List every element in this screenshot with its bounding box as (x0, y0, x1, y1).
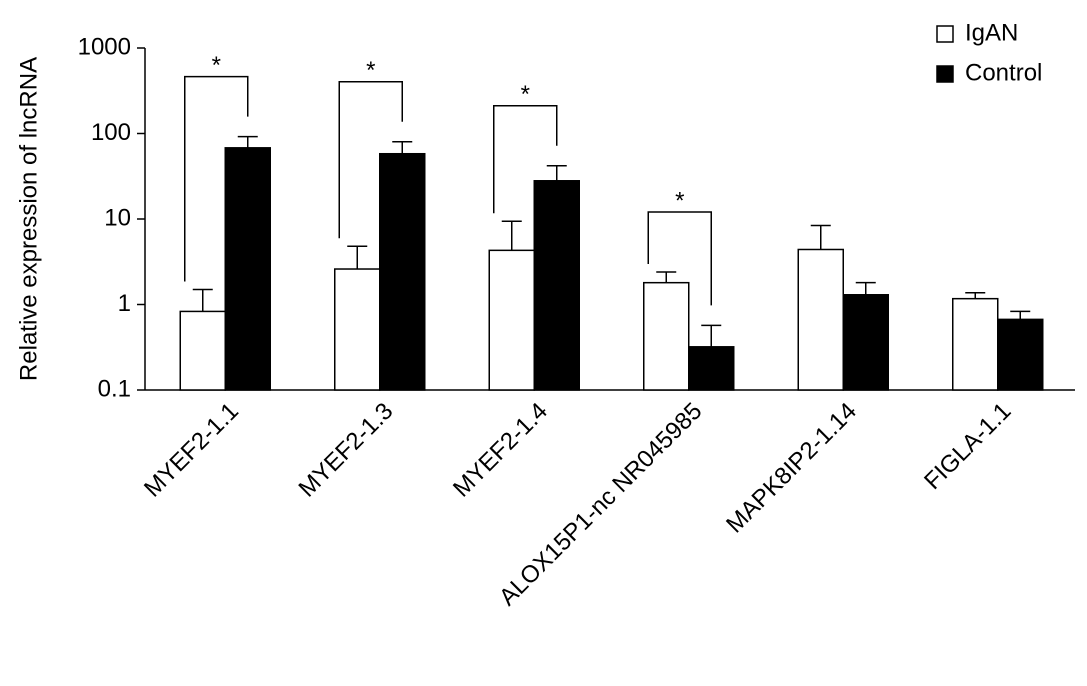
significance-bracket (647, 211, 712, 306)
x-tick-label: MYEF2-1.1 (139, 398, 244, 503)
y-tick-label: 100 (91, 119, 131, 146)
bar (997, 318, 1044, 391)
y-axis-label: Relative expression of lncRNA (15, 57, 42, 381)
significance-label: * (366, 57, 375, 84)
significance-label: * (675, 187, 684, 214)
bar (688, 346, 735, 391)
bar (797, 248, 844, 391)
bar (379, 152, 426, 391)
significance-bracket (184, 75, 249, 282)
legend-swatch (936, 25, 954, 43)
significance-bracket (338, 81, 403, 239)
significance-label: * (212, 52, 221, 79)
legend-swatch (936, 65, 954, 83)
legend-label: IgAN (965, 19, 1018, 46)
y-tick-label: 1000 (78, 33, 131, 60)
bar (533, 180, 580, 391)
bar (952, 297, 999, 391)
bar (643, 281, 690, 391)
bar (334, 268, 381, 391)
legend-label: Control (965, 59, 1042, 86)
y-tick-label: 10 (104, 204, 131, 231)
bar (842, 294, 889, 391)
y-tick-label: 1 (118, 290, 131, 317)
significance-bracket (493, 104, 558, 214)
x-tick-label: MYEF2-1.3 (294, 398, 399, 503)
x-tick-label: FIGLA-1.1 (919, 398, 1016, 495)
x-tick-label: MAPK8IP2-1.14 (721, 398, 862, 539)
significance-label: * (521, 81, 530, 108)
bar (488, 249, 535, 391)
y-tick-label: 0.1 (98, 375, 131, 402)
x-tick-label: MYEF2-1.4 (448, 398, 553, 503)
bar (179, 310, 226, 391)
bar (224, 147, 271, 391)
